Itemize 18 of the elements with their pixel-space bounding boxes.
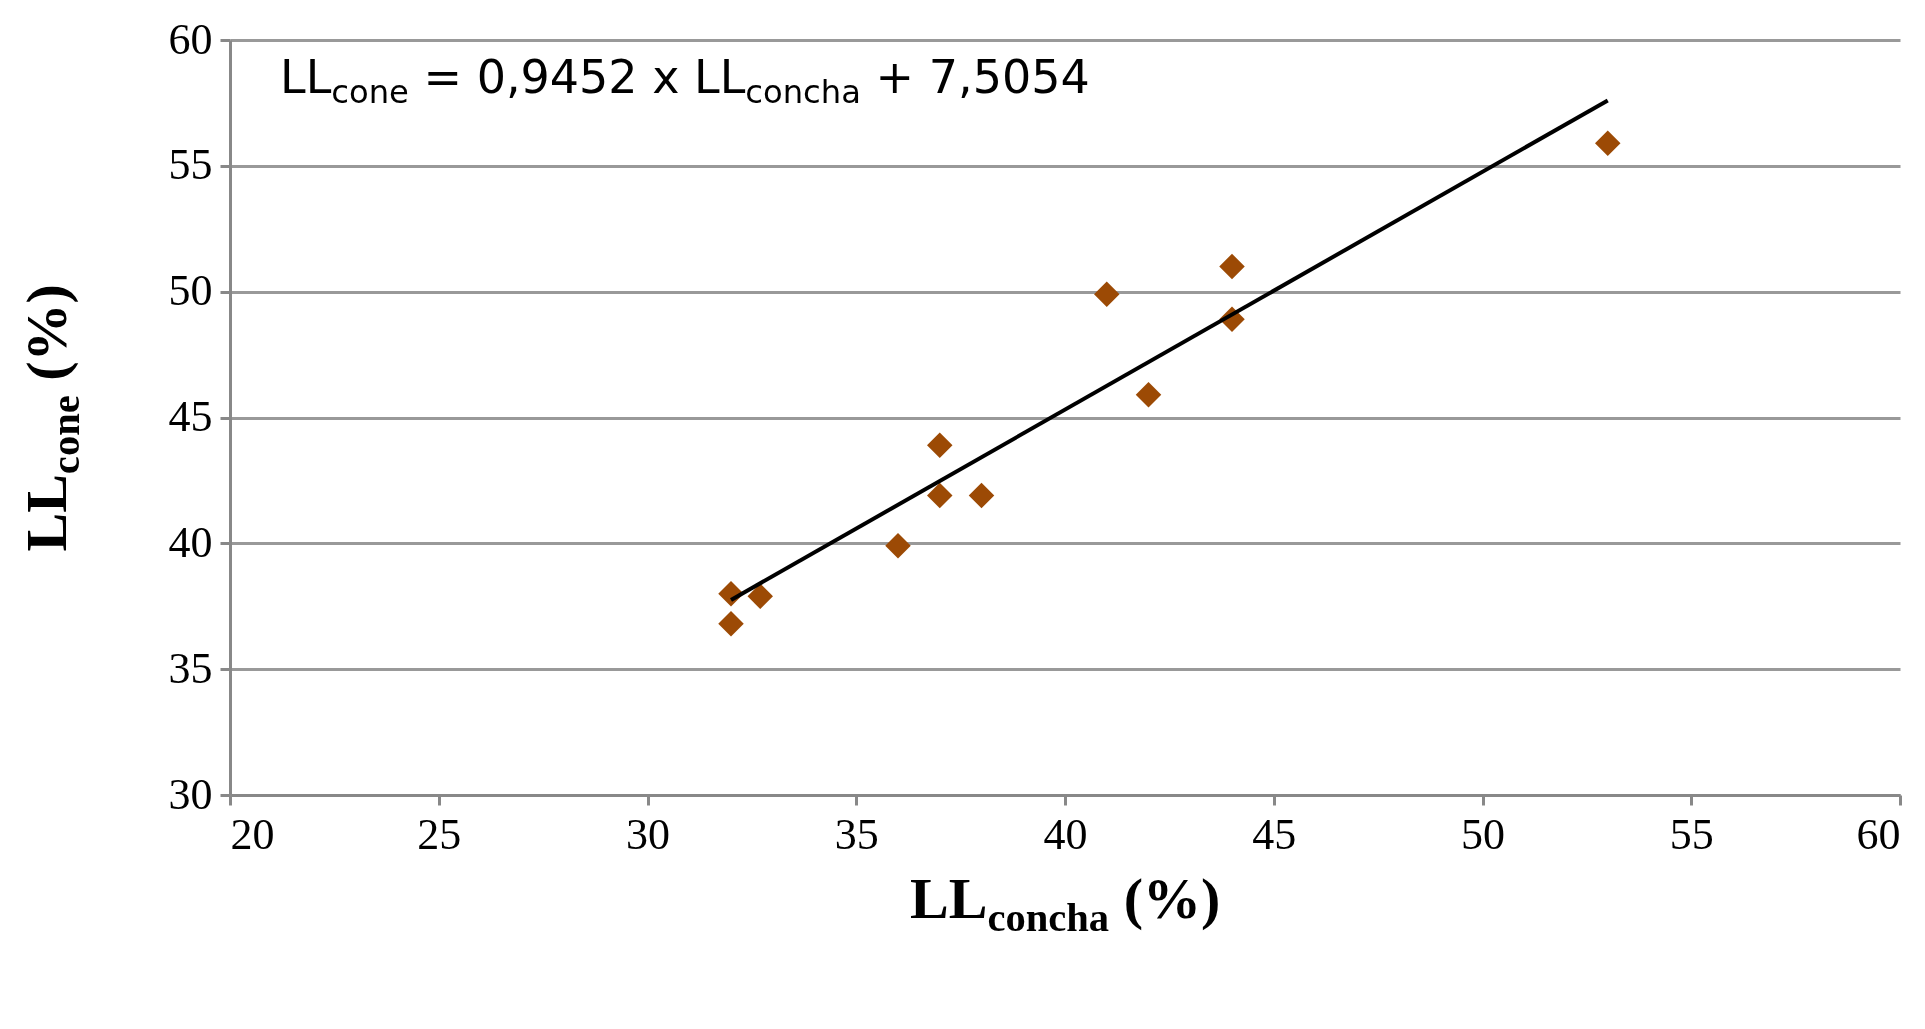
x-tick-label: 30 xyxy=(626,809,670,859)
x-tick-label: 50 xyxy=(1461,809,1505,859)
y-tick-label: 55 xyxy=(168,140,213,190)
y-tick-label: 40 xyxy=(168,517,213,567)
x-tick-label: 55 xyxy=(1669,809,1714,859)
y-tick-label: 50 xyxy=(168,266,213,316)
x-tick-label: 20 xyxy=(230,809,275,859)
y-tick-label: 30 xyxy=(168,769,213,819)
x-tick-label: 25 xyxy=(417,809,462,859)
x-tick-label: 35 xyxy=(834,809,879,859)
x-tick-label: 40 xyxy=(1043,809,1088,859)
x-tick-label: 45 xyxy=(1252,809,1297,859)
y-tick-label: 45 xyxy=(168,392,213,441)
x-axis-title: LL$_{concha}$ (%) xyxy=(910,865,1221,941)
y-tick-label: 35 xyxy=(168,643,213,693)
y-tick-label: 60 xyxy=(168,14,213,64)
x-tick-label: 60 xyxy=(1856,809,1901,859)
annotation: LL$_{cone}$ = 0,9452 x LL$_{concha}$ + 7,5054 xyxy=(280,50,1090,112)
